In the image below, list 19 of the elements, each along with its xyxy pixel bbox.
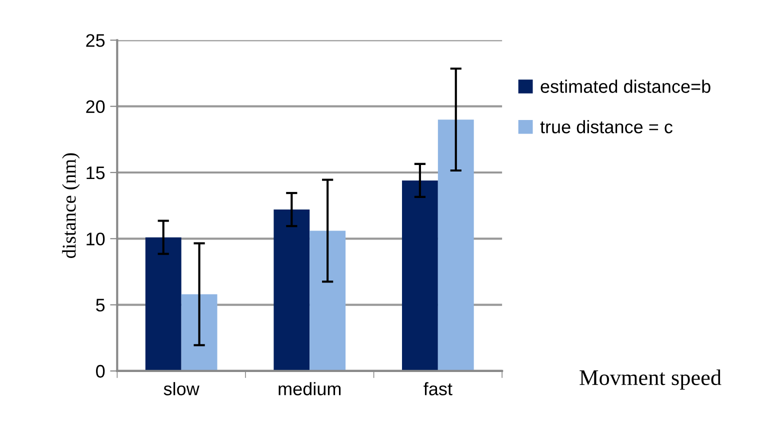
x-tick-label: medium [278, 382, 341, 396]
y-tick-label: 10 [86, 232, 105, 246]
bar [145, 237, 182, 371]
y-tick-label: 15 [86, 166, 105, 180]
y-axis-title: distance (nm) [62, 153, 80, 258]
x-tick-label: fast [424, 382, 452, 396]
bar [181, 294, 218, 371]
x-tick-label: slow [164, 382, 200, 396]
bar [438, 120, 474, 371]
x-axis-title: Movment speed [580, 370, 722, 390]
y-tick-label: 20 [86, 100, 105, 114]
y-tick-label: 0 [96, 364, 105, 378]
y-tick-label: 25 [86, 34, 105, 47]
legend-label: estimated distance=b [540, 80, 710, 93]
bar [274, 210, 310, 371]
bar [310, 230, 346, 371]
legend-label: true distance = c [540, 120, 672, 134]
y-tick-label: 5 [96, 298, 105, 312]
bar [402, 180, 438, 371]
